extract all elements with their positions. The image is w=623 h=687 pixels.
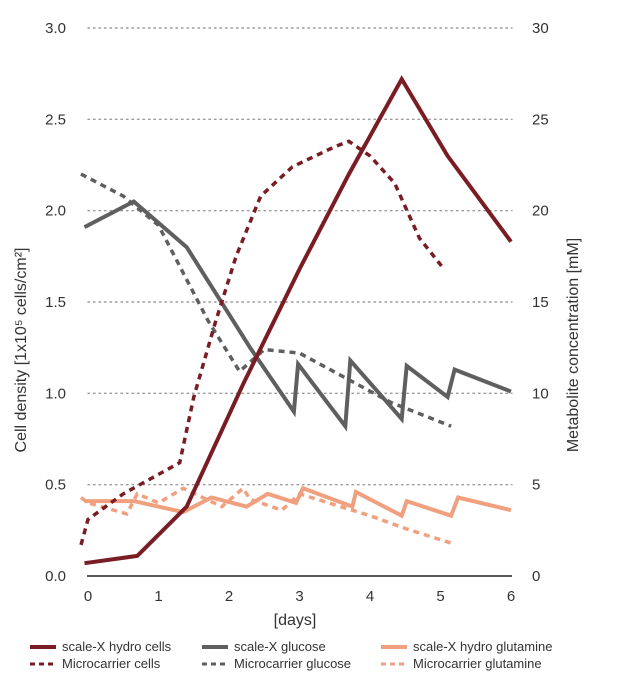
x-tick-label: 4 — [366, 588, 374, 605]
x-tick-label: 6 — [507, 588, 515, 605]
x-tick-label: 5 — [436, 588, 444, 605]
y-left-tick-label: 1.0 — [45, 385, 66, 402]
legend-label: scale-X hydro cells — [62, 639, 172, 654]
x-tick-label: 1 — [154, 588, 162, 605]
x-tick-label: 0 — [84, 588, 92, 605]
legend-label: Microcarrier glutamine — [413, 656, 542, 671]
y-left-tick-label: 0.0 — [45, 568, 66, 585]
legend-item-scale-x-hydro-glutamine: scale-X hydro glutamine — [381, 639, 552, 654]
y-right-tick-label: 5 — [532, 477, 540, 494]
y-right-tick-label: 10 — [532, 385, 549, 402]
legend-item-scale-x-glucose: scale-X glucose — [202, 639, 326, 654]
x-tick-label: 2 — [225, 588, 233, 605]
legend-item-microcarrier-glucose: Microcarrier glucose — [202, 656, 351, 671]
y-right-tick-label: 20 — [532, 203, 549, 220]
legend-item-microcarrier-cells: Microcarrier cells — [30, 656, 161, 671]
y-right-tick-label: 15 — [532, 294, 549, 311]
gridlines — [87, 27, 513, 486]
x-axis-title: [days] — [274, 612, 317, 629]
y-right-tick-label: 25 — [532, 111, 549, 128]
y-left-tick-label: 2.0 — [45, 203, 66, 220]
legend-label: Microcarrier cells — [62, 656, 161, 671]
legend-label: scale-X hydro glutamine — [413, 639, 552, 654]
series-line-microcarrier-cells — [79, 139, 446, 546]
series-line-microcarrier-glucose — [80, 172, 452, 428]
series-layer — [79, 75, 513, 566]
legend-item-scale-x-hydro-cells: scale-X hydro cells — [30, 639, 172, 654]
y-right-axis-title: Metabolite concentration [mM] — [565, 238, 582, 452]
y-left-tick-label: 0.5 — [45, 477, 66, 494]
y-left-axis-title: Cell density [1x10⁵ cells/cm²] — [13, 248, 30, 453]
y-left-tick-label: 2.5 — [45, 111, 66, 128]
y-left-tick-label: 3.0 — [45, 20, 66, 37]
legend-label: Microcarrier glucose — [234, 656, 351, 671]
y-right-tick-label: 0 — [532, 568, 540, 585]
x-tick-label: 3 — [295, 588, 303, 605]
series-line-microcarrier-glutamine — [79, 485, 452, 545]
y-right-tick-labels: 0 5 10 15 20 25 30 — [532, 20, 549, 585]
legend-label: scale-X glucose — [234, 639, 326, 654]
legend: scale-X hydro cells scale-X glucose scal… — [30, 639, 552, 671]
y-right-tick-label: 30 — [532, 20, 549, 37]
y-left-tick-labels: 0.0 0.5 1.0 1.5 2.0 2.5 3.0 — [45, 20, 66, 585]
series-line-scale-x-glucose — [83, 199, 512, 432]
series-line-scale-x-hydro-glutamine — [84, 485, 512, 519]
x-tick-labels: 0 1 2 3 4 5 6 — [84, 588, 515, 605]
legend-item-microcarrier-glutamine: Microcarrier glutamine — [381, 656, 542, 671]
y-left-tick-label: 1.5 — [45, 294, 66, 311]
series-line-scale-x-hydro-cells — [84, 75, 513, 566]
